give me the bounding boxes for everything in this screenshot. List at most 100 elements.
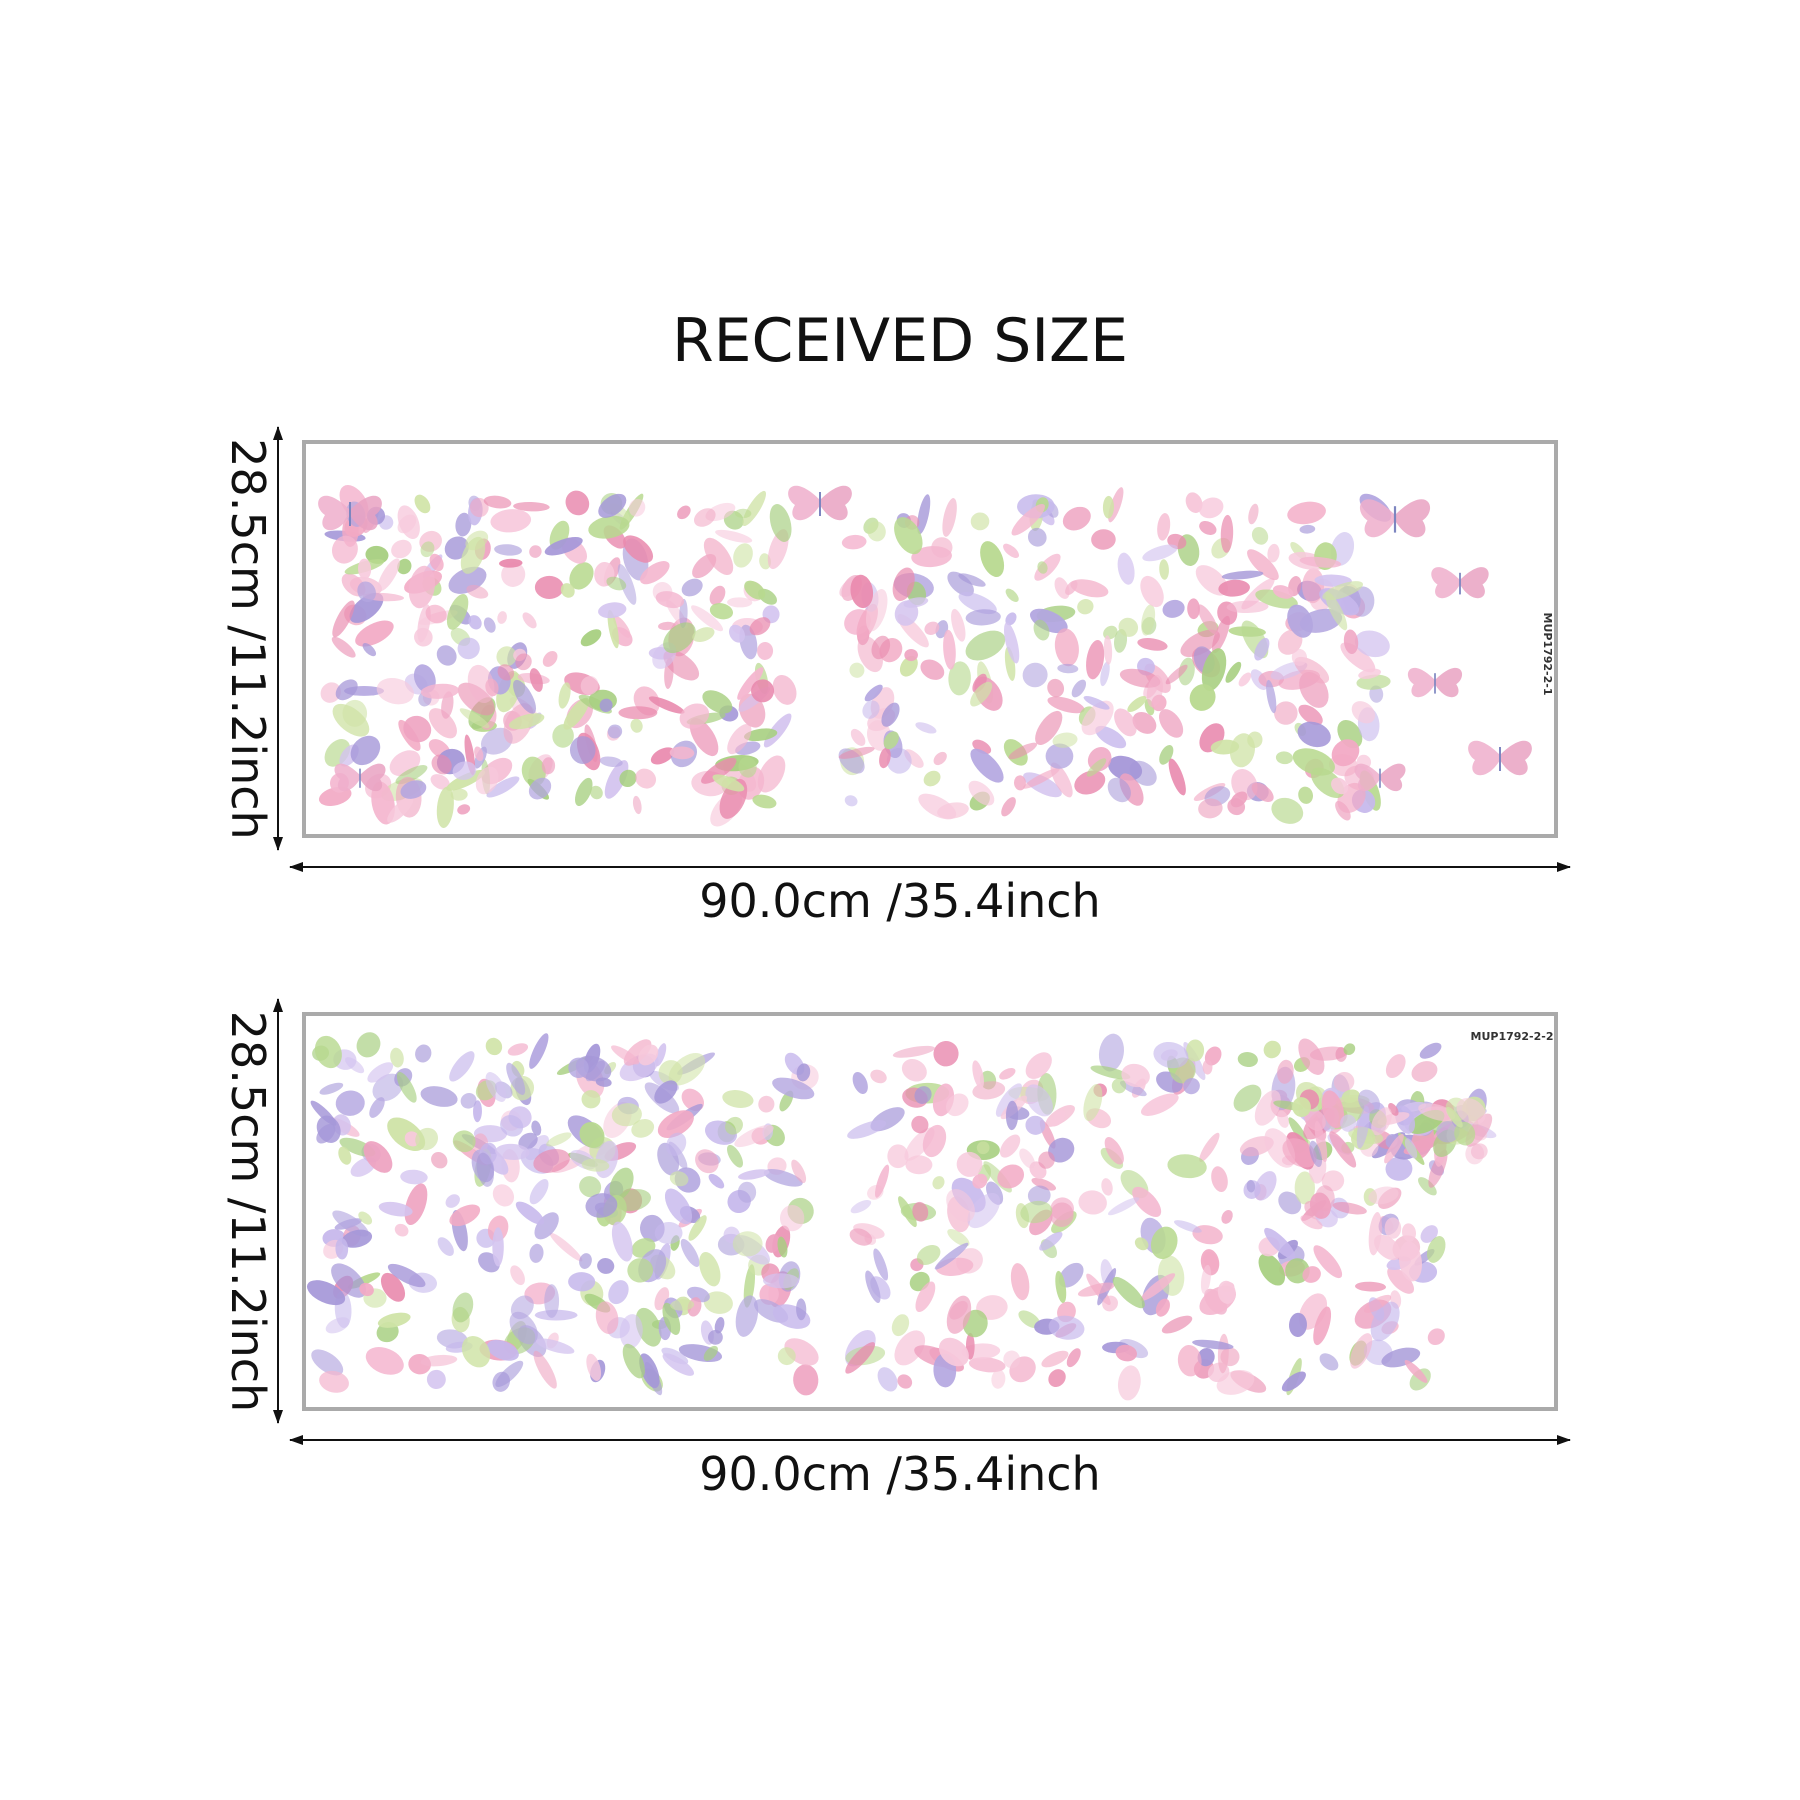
petal xyxy=(606,576,627,591)
petal xyxy=(509,1311,538,1345)
petal xyxy=(528,777,552,800)
petal xyxy=(569,736,596,764)
petal xyxy=(1180,629,1220,657)
petal xyxy=(1354,630,1390,658)
petal xyxy=(449,1051,475,1082)
butterfly-wing xyxy=(1435,667,1463,698)
petal xyxy=(669,746,695,760)
petal xyxy=(499,558,523,568)
petal xyxy=(844,795,858,807)
petal xyxy=(849,1228,873,1246)
petal xyxy=(763,713,792,748)
petal xyxy=(709,585,726,606)
petal xyxy=(1020,1200,1053,1224)
petal xyxy=(362,643,377,657)
petal xyxy=(426,1369,446,1390)
petal xyxy=(972,673,987,693)
petal xyxy=(1369,685,1384,703)
petal xyxy=(1358,1089,1381,1114)
petal xyxy=(1426,1236,1446,1263)
petal xyxy=(473,1100,482,1123)
petal xyxy=(415,1127,439,1151)
petal xyxy=(968,780,995,806)
petal xyxy=(1150,1226,1178,1260)
petal xyxy=(703,1291,733,1314)
petal xyxy=(469,497,489,518)
petal xyxy=(1117,1365,1141,1401)
petal xyxy=(1161,1315,1193,1334)
petal xyxy=(668,1052,706,1086)
petal xyxy=(733,543,753,568)
petal xyxy=(359,1282,374,1297)
petal xyxy=(1374,1234,1401,1261)
petal xyxy=(460,1092,477,1109)
petal xyxy=(965,630,1006,661)
petal xyxy=(845,1342,876,1374)
petal xyxy=(1159,745,1174,765)
petal xyxy=(492,1227,504,1267)
petal xyxy=(1103,635,1113,665)
petal xyxy=(1041,1350,1069,1368)
petal xyxy=(332,703,370,737)
petal xyxy=(947,571,974,597)
petal xyxy=(1258,1253,1286,1286)
petal xyxy=(357,581,376,603)
petal xyxy=(378,1201,413,1217)
petal xyxy=(1118,617,1139,637)
petal xyxy=(380,1272,406,1302)
petal xyxy=(1319,1353,1339,1371)
petal xyxy=(1309,1140,1323,1167)
petal xyxy=(332,600,355,638)
petal xyxy=(715,529,753,543)
petal xyxy=(507,1043,529,1056)
petal xyxy=(1420,1225,1438,1243)
petal xyxy=(585,1193,618,1218)
petal xyxy=(1212,615,1230,654)
petal xyxy=(331,1263,367,1298)
petal xyxy=(933,751,947,766)
petal xyxy=(1022,662,1048,688)
petal xyxy=(1309,1192,1331,1219)
petal xyxy=(1023,768,1060,789)
petal xyxy=(898,1196,917,1228)
petal xyxy=(350,735,381,766)
petal xyxy=(1142,544,1178,562)
petal xyxy=(752,794,777,809)
petal xyxy=(457,637,480,660)
petal xyxy=(420,683,460,699)
petal xyxy=(1355,1281,1387,1292)
petal xyxy=(535,1338,575,1354)
petal xyxy=(1167,1154,1207,1179)
butterfly-wing xyxy=(1407,667,1435,698)
petal xyxy=(1121,1063,1150,1088)
petal xyxy=(449,1204,481,1227)
petal xyxy=(942,498,957,537)
petal xyxy=(485,1037,503,1056)
petal xyxy=(763,1169,803,1187)
petal xyxy=(916,1244,941,1265)
petal xyxy=(483,617,496,633)
petal xyxy=(455,512,472,537)
petal xyxy=(732,1231,763,1257)
petal xyxy=(436,786,454,828)
petal xyxy=(1454,1121,1476,1146)
petal xyxy=(468,615,482,630)
petal xyxy=(1266,679,1277,714)
petal xyxy=(311,1349,344,1376)
petal xyxy=(654,1080,678,1104)
petal xyxy=(1399,1241,1423,1282)
petal xyxy=(533,1350,557,1389)
petal xyxy=(508,713,545,730)
petal xyxy=(400,780,427,799)
petal xyxy=(1446,1106,1463,1128)
petal xyxy=(377,558,400,592)
petal xyxy=(991,1369,1006,1389)
petal xyxy=(334,1218,362,1230)
petal xyxy=(619,1314,643,1349)
petal xyxy=(655,591,685,609)
petal xyxy=(1140,575,1164,608)
petal xyxy=(510,1265,525,1286)
petal xyxy=(445,1194,460,1208)
petal xyxy=(618,706,658,720)
petal xyxy=(772,1077,815,1100)
